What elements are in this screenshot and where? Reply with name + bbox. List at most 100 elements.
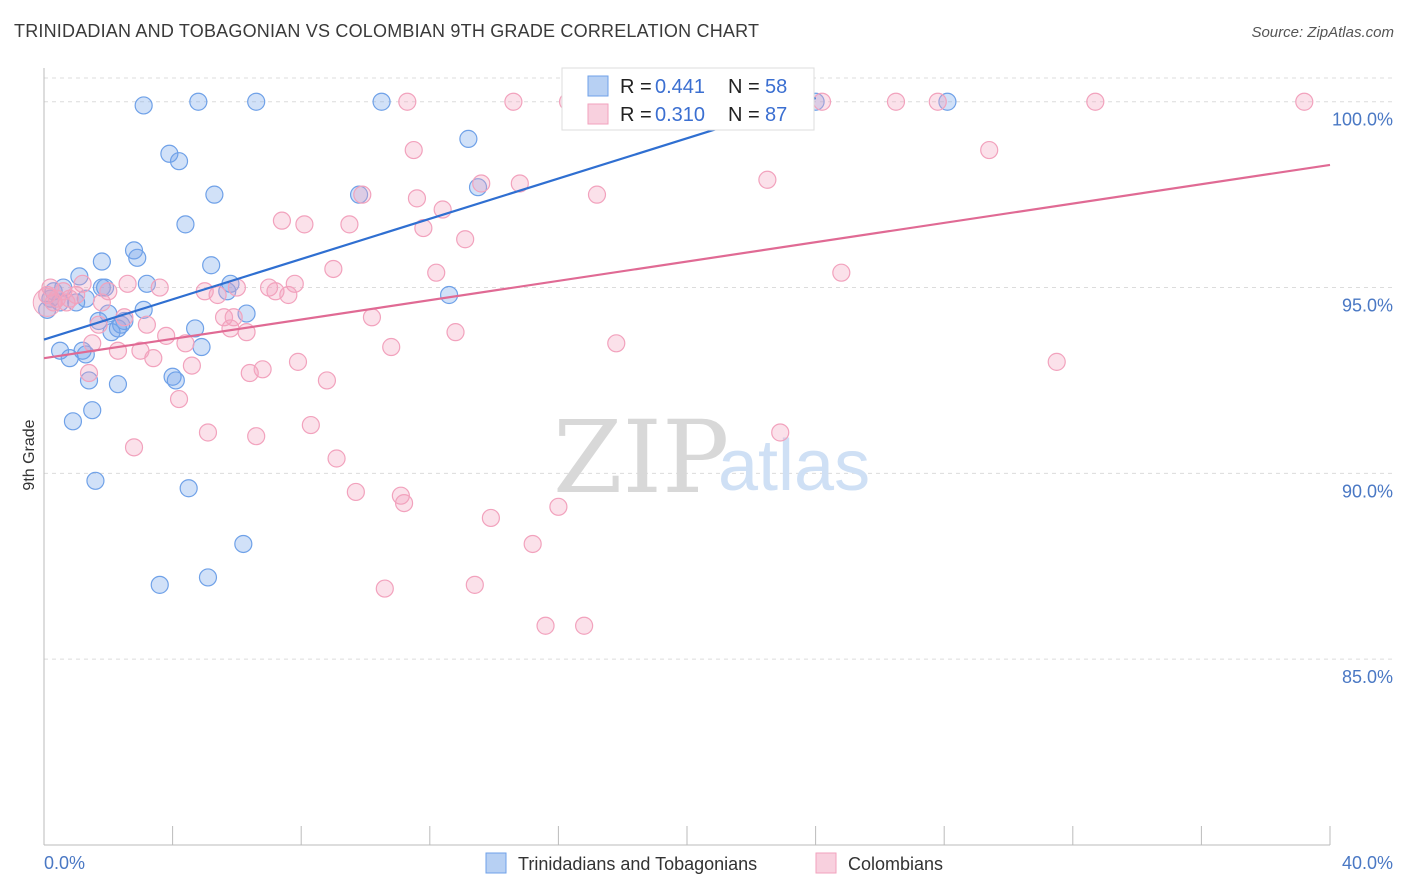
- colombian-point-25: [182, 356, 201, 375]
- colombian-point-74: [587, 185, 607, 204]
- colombian-point-16: [118, 274, 137, 293]
- trinidadian-point-51: [439, 285, 459, 305]
- colombian-point-78: [771, 423, 790, 442]
- y-tick-label-1: 90.0%: [1342, 481, 1393, 501]
- colombian-bottom-label: Colombians: [848, 854, 943, 874]
- colombian-point-73: [575, 616, 594, 635]
- trinidadian-point-36: [176, 215, 195, 234]
- axes: [43, 68, 1331, 846]
- trinidadian-point-32: [160, 144, 179, 163]
- trinidadian-legend-n-value: 58: [765, 76, 787, 98]
- colombian-point-8: [73, 274, 92, 293]
- colombian-point-31: [224, 308, 243, 327]
- colombian-point-77: [758, 170, 777, 189]
- colombian-point-21: [150, 278, 169, 297]
- data-points: [32, 92, 1314, 635]
- colombian-point-86: [1295, 92, 1314, 111]
- colombian-point-75: [607, 334, 626, 353]
- trinidadian-point-37: [179, 479, 198, 498]
- colombian-point-68: [510, 174, 529, 193]
- colombian-point-46: [324, 259, 343, 279]
- chart-title: TRINIDADIAN AND TOBAGONIAN VS COLOMBIAN …: [14, 21, 760, 41]
- colombian-legend-r-label: R =: [620, 104, 652, 126]
- colombian-point-49: [346, 482, 365, 502]
- colombian-legend-swatch: [587, 103, 609, 125]
- trinidadian-legend-swatch: [587, 75, 609, 97]
- y-tick-labels: 85.0% 90.0% 95.0% 100.0%: [1332, 110, 1393, 687]
- trinidadian-point-18: [92, 252, 111, 271]
- colombian-point-52: [375, 579, 394, 598]
- colombian-point-81: [886, 92, 906, 111]
- trinidadian-point-47: [234, 534, 253, 554]
- colombian-point-17: [124, 438, 144, 457]
- y-tick-label-2: 95.0%: [1342, 296, 1393, 316]
- colombian-point-71: [549, 497, 568, 516]
- colombian-point-20: [144, 349, 163, 368]
- colombian-point-57: [404, 140, 423, 160]
- colombian-point-60: [427, 263, 446, 282]
- colombian-point-13: [99, 282, 118, 301]
- colombian-point-19: [137, 315, 156, 334]
- colombian-point-69: [523, 534, 542, 554]
- source-label: Source: ZipAtlas.com: [1251, 24, 1394, 41]
- trinidadian-point-34: [166, 371, 185, 390]
- colombian-point-48: [340, 215, 359, 234]
- trinidadian-bottom-label: Trinidadians and Tobagonians: [518, 854, 757, 874]
- trinidadian-point-41: [198, 568, 218, 587]
- colombian-point-70: [536, 616, 555, 635]
- trinidadian-point-50: [372, 92, 391, 111]
- trinidadian-point-35: [169, 152, 189, 171]
- x-tick-labels: 0.0% 40.0%: [44, 853, 1393, 873]
- colombian-point-51: [362, 308, 382, 327]
- trinidadian-point-15: [86, 471, 105, 490]
- colombian-trend-line: [43, 163, 1331, 360]
- trinidadian-point-39: [189, 92, 208, 111]
- trinidadian-point-28: [134, 300, 153, 319]
- colombian-point-80: [832, 263, 851, 282]
- trinidadian-point-48: [247, 92, 266, 111]
- colombian-point-44: [301, 415, 320, 435]
- trinidadian-point-31: [150, 575, 169, 594]
- trinidadian-legend-r-value: 0.441: [655, 76, 705, 98]
- colombian-point-56: [398, 92, 417, 111]
- colombian-point-28: [208, 285, 227, 305]
- trinidadian-point-43: [205, 185, 224, 204]
- trinidadian-point-30: [134, 96, 153, 115]
- colombian-point-83: [980, 140, 999, 160]
- colombian-legend-n-label: N =: [728, 104, 760, 126]
- trinidadian-point-42: [202, 256, 221, 275]
- colombian-point-59: [414, 218, 433, 238]
- colombian-point-47: [327, 449, 346, 468]
- y-tick-label-3: 100.0%: [1332, 110, 1393, 130]
- colombian-point-65: [472, 174, 491, 193]
- colombian-point-43: [295, 215, 314, 234]
- colombian-bottom-swatch: [815, 852, 837, 874]
- colombian-point-9: [79, 363, 99, 383]
- colombian-point-50: [353, 185, 372, 204]
- trinidadian-legend-r-label: R =: [620, 76, 652, 98]
- trend-lines: [43, 96, 1331, 360]
- colombian-point-45: [317, 371, 337, 390]
- watermark: ZIP atlas: [553, 399, 870, 516]
- legend-top: R = 0.441 N = 58 R = 0.310 N = 87: [561, 67, 815, 131]
- colombian-point-62: [446, 323, 465, 342]
- watermark-atlas: atlas: [718, 426, 870, 506]
- colombian-point-39: [272, 211, 292, 230]
- legend-bottom: Trinidadians and Tobagonians Colombians: [485, 852, 943, 874]
- colombian-point-79: [812, 92, 832, 111]
- colombian-point-22: [157, 326, 176, 345]
- trinidadian-point-13: [79, 371, 99, 390]
- watermark-zip: ZIP: [553, 399, 729, 516]
- trinidadian-point-27: [128, 248, 147, 267]
- cluster-point: [32, 287, 62, 317]
- trinidadian-point-14: [83, 401, 102, 420]
- trinidadian-point-22: [108, 375, 128, 394]
- x-tick-label-1: 40.0%: [1342, 853, 1393, 873]
- colombian-point-41: [285, 274, 304, 293]
- colombian-point-53: [382, 337, 401, 357]
- colombian-point-14: [108, 341, 128, 360]
- colombian-point-63: [456, 230, 475, 249]
- colombian-point-67: [504, 92, 523, 111]
- colombian-point-64: [465, 575, 484, 594]
- colombian-point-66: [481, 508, 500, 528]
